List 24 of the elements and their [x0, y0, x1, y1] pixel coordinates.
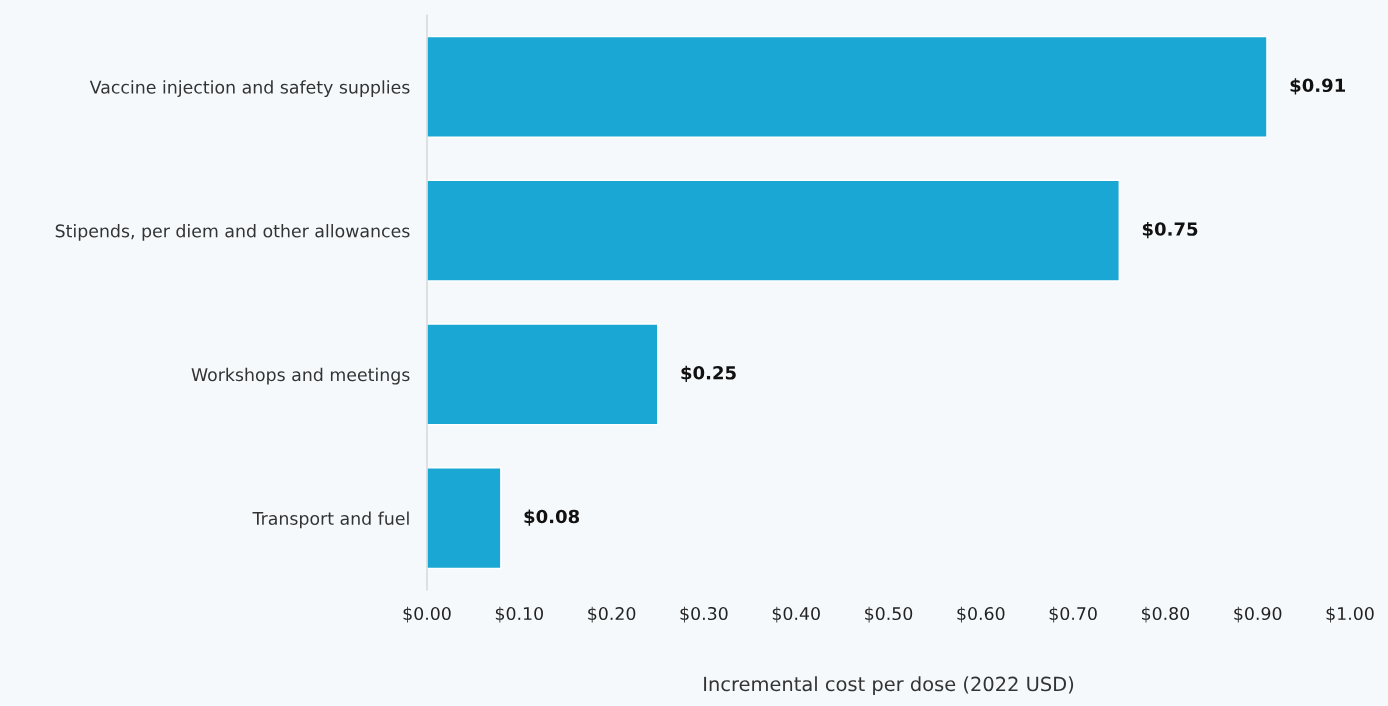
x-tick-label: $0.70: [1049, 606, 1097, 623]
data-label: $0.91: [1290, 78, 1346, 95]
bar: [427, 467, 502, 570]
y-tick-label: Transport and fuel: [252, 511, 409, 529]
x-tick-label: $0.60: [957, 606, 1005, 623]
y-tick-label: Vaccine injection and safety supplies: [89, 80, 410, 98]
x-tick-label: $0.40: [772, 606, 820, 623]
data-label: $0.25: [681, 365, 736, 383]
y-tick-label: Workshops and meetings: [191, 367, 410, 385]
bar: [427, 179, 1120, 282]
x-tick-label: $0.80: [1141, 606, 1190, 623]
data-label: $0.08: [524, 509, 580, 526]
bar: [427, 35, 1268, 138]
data-label: $0.75: [1142, 221, 1198, 239]
bar: [427, 323, 659, 426]
y-tick-label: Stipends, per diem and other allowances: [55, 224, 410, 241]
x-tick-label: $0.20: [588, 606, 636, 623]
x-tick-label: $0.10: [495, 606, 543, 623]
x-tick-label: $0.50: [865, 606, 913, 623]
x-tick-label: $0.00: [403, 606, 451, 623]
x-axis-title: Incremental cost per dose (2022 USD): [704, 676, 1074, 696]
x-tick-label: $1.00: [1326, 606, 1374, 623]
x-tick-label: $0.90: [1234, 606, 1282, 623]
x-tick-label: $0.30: [680, 606, 728, 623]
